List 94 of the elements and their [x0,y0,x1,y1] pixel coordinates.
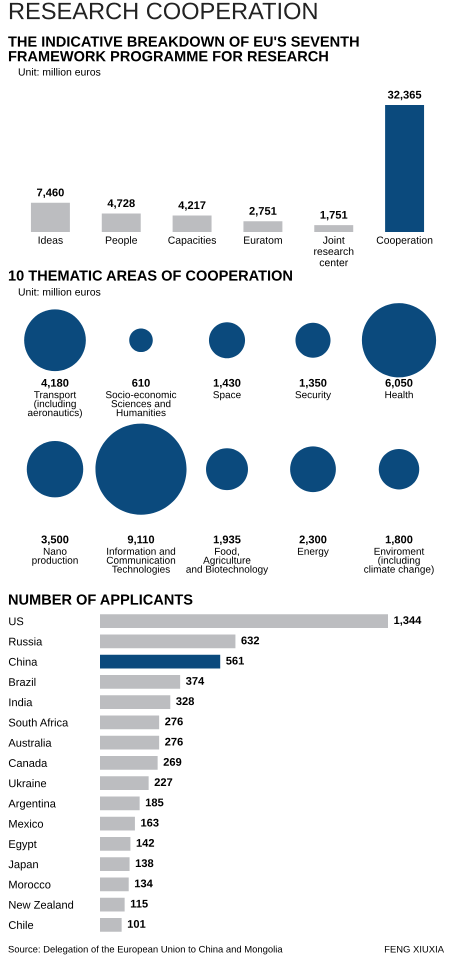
bar [385,105,424,232]
y-tick-label: Australia [8,738,52,747]
bar [100,836,130,851]
data-label: 227 [154,778,172,786]
y-tick-label: Mexico [9,820,44,828]
data-label: 9,110 [128,536,154,545]
data-label: 138 [136,859,154,868]
x-tick-label: Ideas [38,236,63,244]
data-label: 4,728 [108,199,135,209]
bar [30,202,70,232]
category-label: Nano production [32,548,78,566]
data-label: 101 [128,920,146,928]
text: RESEARCH COOPERATION [10,2,317,20]
data-label: 1,344 [394,616,422,626]
data-label: 115 [130,900,148,908]
x-tick-label: Capacities [168,236,216,246]
data-label: 610 [132,378,150,387]
text: Unit: million euros [18,288,100,296]
text: FENG XIUXIA [384,946,444,953]
y-tick-label: New Zealand [9,900,74,909]
category-label: Space [213,391,241,400]
category-label: Food, Agriculture and Biotechnology [186,547,268,575]
data-label: 328 [176,697,194,706]
bar [100,674,180,689]
data-label: 6,050 [386,378,412,388]
bar [100,715,160,730]
bar [100,776,149,790]
source-note: Source: Delegation of the European Union to China and Mongolia [8,946,283,954]
data-label: 374 [186,676,204,685]
y-tick-label: Morocco [9,880,50,889]
chart-subtitle: Unit: million euros [18,68,100,76]
data-label: 1,350 [300,378,326,388]
x-tick-label: Cooperation [376,236,432,246]
y-tick-label: China [8,658,38,666]
y-tick-label: US [9,617,24,626]
bar [100,756,158,770]
bar [102,213,141,232]
category-label: Information and Communication Technologies [106,547,176,575]
x-tick-label: Joint research center [314,236,354,266]
data-label: 632 [241,636,260,644]
bar [243,221,282,232]
data-label: 1,751 [320,211,348,220]
y-tick-label: India [9,698,32,706]
data-label: 1,935 [214,536,241,545]
text: 10 THEMATIC AREAS OF COOPERATION [8,270,292,281]
data-label: 142 [136,838,154,847]
y-tick-label: Ukraine [9,779,46,788]
bar [100,816,135,831]
x-tick-label: People [106,236,138,246]
data-label: 3,500 [41,536,68,545]
y-tick-label: Chile [8,920,34,930]
data-label: 2,300 [299,536,326,545]
bar [100,654,220,669]
data-label: 32,365 [388,90,422,100]
data-label: 7,460 [36,188,64,198]
bar [100,898,125,912]
category-label: Transport (including aeronautics) [28,391,82,418]
y-tick-label: Japan [8,860,38,870]
y-tick-label: Egypt [9,840,37,850]
bar [100,634,236,648]
data-label: 276 [165,738,183,746]
y-tick-label: Russia [9,637,42,646]
bar [100,918,122,932]
category-label: Socio-economic Sciences and Humanities [106,390,176,416]
category-label: Enviroment (including climate change) [364,547,434,575]
bar [100,695,170,710]
category-label: Energy [298,548,329,557]
y-tick-label: Canada [8,758,48,768]
data-label: 185 [146,798,164,806]
y-tick-label: Argentina [8,799,56,810]
bar [100,796,140,810]
chart-title: THE INDICATIVE BREAKDOWN OF EU'S SEVENTH FRAMEWORK PROGRAMME FOR RESEARCH [8,36,359,62]
category-label: Health [385,390,413,398]
chart-title: NUMBER OF APPLICANTS [8,594,192,605]
data-label: 1,430 [214,378,240,388]
bar [314,225,354,232]
data-label: 4,180 [41,378,68,388]
bar [100,877,129,892]
bar [100,736,160,750]
data-label: 269 [164,758,182,766]
y-tick-label: Brazil [9,678,36,686]
data-label: 4,217 [178,201,206,211]
data-label: 134 [134,879,153,888]
category-label: Security [295,390,332,400]
x-tick-label: Euratom [244,236,282,244]
bar [100,857,130,872]
bar [100,614,388,628]
data-label: 1,800 [386,536,412,545]
data-label: 163 [141,818,159,827]
data-label: 2,751 [249,206,277,216]
data-label: 561 [226,656,244,665]
y-tick-label: South Africa [8,718,68,727]
bar [172,215,212,232]
data-label: 276 [165,717,183,726]
